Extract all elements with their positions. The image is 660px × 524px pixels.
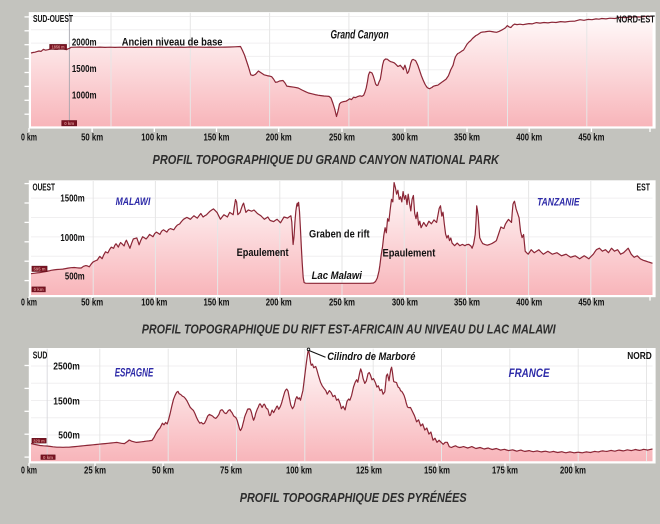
svg-text:320 m: 320 m	[33, 438, 45, 443]
svg-text:400 km: 400 km	[516, 298, 542, 309]
svg-text:1500m: 1500m	[53, 395, 80, 407]
svg-text:1500m: 1500m	[72, 64, 97, 75]
svg-text:75 km: 75 km	[220, 466, 242, 477]
svg-text:1000m: 1000m	[72, 91, 97, 102]
svg-text:150 km: 150 km	[204, 133, 230, 144]
svg-text:175 km: 175 km	[492, 466, 518, 477]
svg-text:0 km: 0 km	[21, 466, 37, 477]
svg-text:350 km: 350 km	[454, 133, 480, 144]
svg-text:OUEST: OUEST	[33, 181, 56, 193]
svg-text:1856 m: 1856 m	[52, 45, 65, 50]
svg-text:Epaulement: Epaulement	[237, 247, 289, 259]
svg-text:25 km: 25 km	[84, 466, 106, 477]
svg-text:500m: 500m	[65, 272, 85, 283]
svg-text:0 km: 0 km	[34, 287, 44, 292]
svg-text:Grand Canyon: Grand Canyon	[331, 30, 389, 42]
svg-text:PROFIL TOPOGRAPHIQUE DES PYRÉ: PROFIL TOPOGRAPHIQUE DES PYRÉNÉES	[240, 490, 468, 505]
svg-text:ESPAGNE: ESPAGNE	[115, 368, 154, 380]
svg-text:0 km: 0 km	[43, 455, 53, 460]
svg-text:50 km: 50 km	[152, 466, 174, 477]
svg-text:0 km: 0 km	[21, 298, 37, 309]
svg-text:500m: 500m	[58, 429, 80, 441]
svg-text:300 km: 300 km	[392, 298, 418, 309]
svg-text:PROFIL TOPOGRAPHIQUE DU RIFT E: PROFIL TOPOGRAPHIQUE DU RIFT EST-AFRICAI…	[142, 323, 556, 337]
svg-text:350 km: 350 km	[454, 298, 480, 309]
svg-text:EST: EST	[637, 181, 651, 193]
svg-text:200 km: 200 km	[266, 133, 292, 144]
svg-text:0 km: 0 km	[21, 133, 37, 144]
svg-text:100 km: 100 km	[141, 298, 167, 309]
svg-text:Lac Malawi: Lac Malawi	[312, 270, 363, 282]
svg-text:100 km: 100 km	[286, 466, 312, 477]
svg-text:150 km: 150 km	[424, 466, 450, 477]
svg-text:1000m: 1000m	[60, 233, 84, 244]
svg-text:1500m: 1500m	[60, 194, 84, 205]
svg-text:Cilindro de Marboré: Cilindro de Marboré	[327, 351, 415, 363]
svg-text:250 km: 250 km	[329, 298, 355, 309]
svg-text:250 km: 250 km	[329, 133, 355, 144]
svg-text:200 km: 200 km	[560, 466, 586, 477]
svg-text:NORD: NORD	[627, 350, 652, 362]
svg-text:50 km: 50 km	[81, 133, 103, 144]
svg-text:NORD-EST: NORD-EST	[616, 13, 655, 25]
svg-text:595 m: 595 m	[34, 267, 46, 272]
svg-text:2000m: 2000m	[72, 37, 97, 48]
svg-text:Ancien niveau de base: Ancien niveau de base	[122, 37, 223, 49]
svg-text:0 km: 0 km	[64, 121, 74, 126]
svg-text:TANZANIE: TANZANIE	[537, 197, 580, 209]
svg-text:50 km: 50 km	[81, 298, 103, 309]
svg-text:FRANCE: FRANCE	[509, 368, 550, 380]
svg-text:SUD-OUEST: SUD-OUEST	[33, 13, 73, 25]
svg-text:400 km: 400 km	[516, 133, 542, 144]
svg-text:Epaulement: Epaulement	[383, 248, 436, 260]
svg-text:SUD: SUD	[33, 349, 48, 361]
svg-text:450 km: 450 km	[578, 133, 604, 144]
svg-text:Graben de rift: Graben de rift	[309, 228, 370, 240]
svg-text:150 km: 150 km	[204, 298, 230, 309]
svg-text:2500m: 2500m	[53, 361, 80, 373]
svg-text:PROFIL TOPOGRAPHIQUE DU GRAND: PROFIL TOPOGRAPHIQUE DU GRAND CANYON NAT…	[153, 153, 500, 167]
svg-text:100 km: 100 km	[141, 133, 167, 144]
svg-text:125 km: 125 km	[356, 466, 382, 477]
svg-text:MALAWI: MALAWI	[116, 196, 151, 208]
svg-text:450 km: 450 km	[578, 298, 604, 309]
svg-text:300 km: 300 km	[392, 133, 418, 144]
svg-text:200 km: 200 km	[266, 298, 292, 309]
